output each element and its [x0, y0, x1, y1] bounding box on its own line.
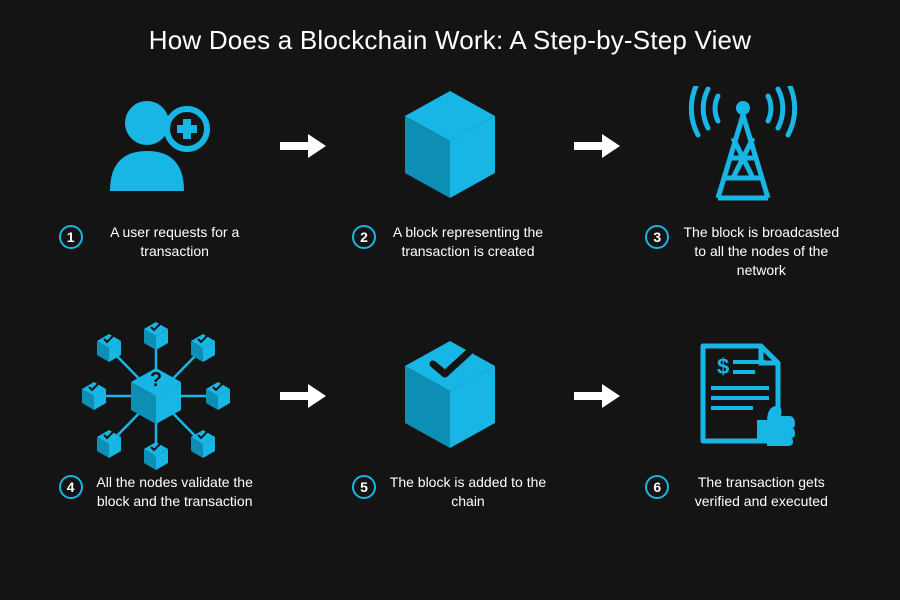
nodes-validate-icon: ?	[69, 328, 244, 463]
step-caption: The block is broadcasted to all the node…	[681, 223, 841, 280]
step-number: 4	[59, 475, 83, 499]
step-caption: The transaction gets verified and execut…	[681, 473, 841, 511]
arrow-icon	[273, 70, 333, 162]
document-approved-icon: $	[683, 328, 803, 463]
step-caption: A user requests for a transaction	[95, 223, 255, 261]
step-number: 6	[645, 475, 669, 499]
step-6: $ 6 The transaction gets verified and ex…	[627, 320, 860, 511]
step-1: 1 A user requests for a transaction	[40, 70, 273, 261]
step-number: 2	[352, 225, 376, 249]
arrow-icon	[567, 320, 627, 412]
step-number: 1	[59, 225, 83, 249]
step-3: 3 The block is broadcasted to all the no…	[627, 70, 860, 280]
svg-text:$: $	[717, 354, 729, 379]
user-plus-icon	[92, 78, 222, 213]
step-caption: All the nodes validate the block and the…	[95, 473, 255, 511]
step-caption: A block representing the transaction is …	[388, 223, 548, 261]
step-number: 3	[645, 225, 669, 249]
arrow-icon	[273, 320, 333, 412]
cube-icon	[395, 78, 505, 213]
step-caption: The block is added to the chain	[388, 473, 548, 511]
arrow-icon	[567, 70, 627, 162]
steps-grid: 1 A user requests for a transaction 2 A …	[40, 70, 860, 560]
page-title: How Does a Blockchain Work: A Step-by-St…	[0, 25, 900, 56]
svg-text:?: ?	[150, 369, 162, 391]
step-number: 5	[352, 475, 376, 499]
step-4: ? 4 All the nodes validate the block and…	[40, 320, 273, 511]
step-2: 2 A block representing the transaction i…	[333, 70, 566, 261]
broadcast-tower-icon	[678, 78, 808, 213]
cube-check-icon	[395, 328, 505, 463]
step-5: 5 The block is added to the chain	[333, 320, 566, 511]
